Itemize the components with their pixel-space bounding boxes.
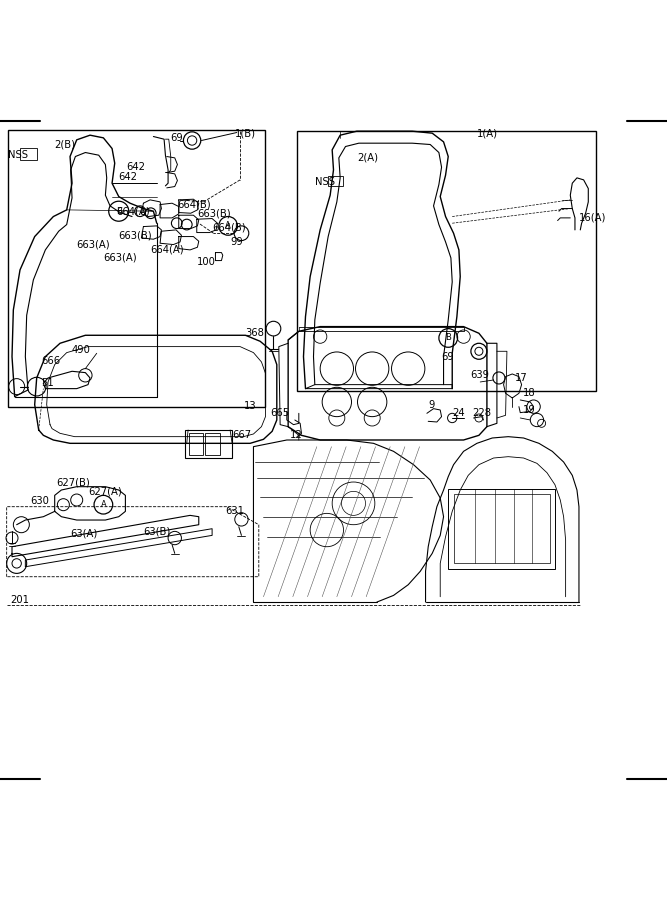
Text: 631: 631: [225, 507, 244, 517]
Text: 228: 228: [472, 408, 491, 418]
Text: 2(A): 2(A): [357, 153, 378, 163]
Text: 12: 12: [290, 430, 303, 440]
Text: 667: 667: [232, 430, 251, 440]
Text: 664(B): 664(B): [177, 200, 210, 210]
Text: 642: 642: [127, 161, 145, 172]
Text: 490: 490: [72, 345, 91, 355]
Text: 19: 19: [523, 405, 536, 415]
Text: 630: 630: [30, 496, 49, 506]
Text: 663(A): 663(A): [77, 239, 110, 249]
Text: 9: 9: [428, 400, 435, 410]
Text: 664(B): 664(B): [212, 222, 245, 232]
Text: 69: 69: [170, 133, 183, 143]
Text: 17: 17: [515, 373, 528, 383]
Text: 664(A): 664(A): [117, 206, 150, 216]
Text: 368: 368: [245, 328, 264, 338]
Text: 639: 639: [470, 370, 489, 381]
Text: 100: 100: [197, 256, 215, 267]
Text: 201: 201: [10, 595, 29, 605]
Text: 627(A): 627(A): [88, 486, 122, 497]
Text: 1(B): 1(B): [235, 128, 255, 139]
Text: 63(A): 63(A): [70, 528, 97, 538]
Text: 666: 666: [41, 356, 61, 365]
Text: 663(A): 663(A): [103, 253, 137, 263]
Text: 16(A): 16(A): [579, 213, 606, 223]
Text: 663(B): 663(B): [197, 209, 230, 219]
Bar: [185, 430, 232, 458]
Text: A: A: [101, 500, 106, 509]
Text: 63(B): 63(B): [143, 526, 171, 536]
Text: B: B: [446, 333, 451, 342]
Text: A: A: [225, 221, 231, 230]
Bar: [205, 433, 220, 455]
Text: B: B: [116, 207, 121, 216]
Bar: [448, 489, 555, 569]
Bar: [328, 176, 343, 186]
Bar: [20, 148, 37, 160]
Text: 18: 18: [523, 388, 536, 398]
Bar: [454, 494, 550, 563]
Text: 2(B): 2(B): [55, 140, 75, 149]
Bar: [8, 130, 265, 407]
Text: 99: 99: [230, 237, 243, 247]
Text: NSS: NSS: [8, 150, 28, 160]
Text: 627(B): 627(B): [57, 477, 91, 487]
Text: NSS: NSS: [315, 177, 335, 187]
Text: 24: 24: [452, 408, 465, 418]
Text: 51: 51: [41, 378, 54, 388]
Text: 642: 642: [119, 172, 137, 182]
Text: 664(A): 664(A): [150, 245, 183, 255]
Text: 1(A): 1(A): [477, 128, 498, 139]
Bar: [297, 131, 596, 392]
Text: 663(B): 663(B): [119, 230, 152, 240]
Text: 13: 13: [243, 401, 256, 411]
Text: 665: 665: [270, 408, 289, 418]
Bar: [189, 433, 203, 455]
Text: 69: 69: [442, 352, 454, 362]
